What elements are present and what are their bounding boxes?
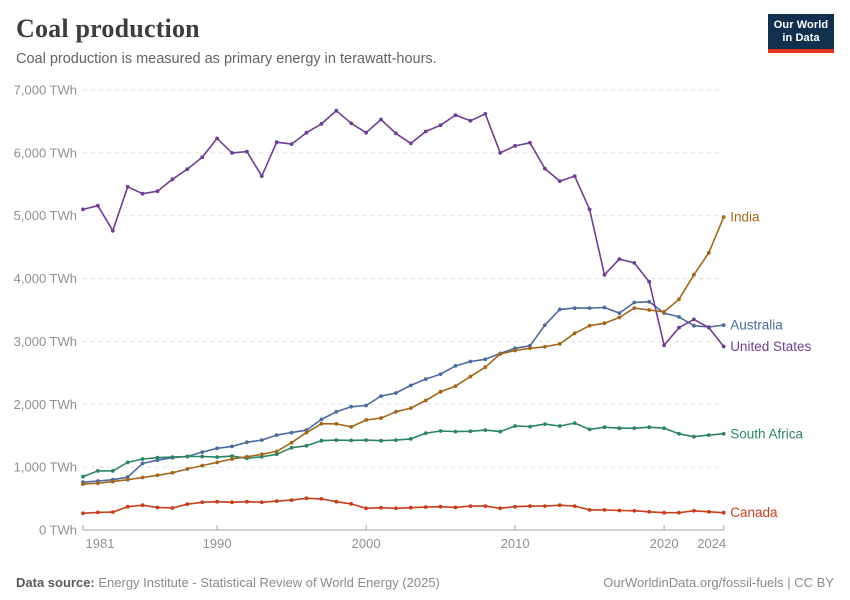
- coal-production-chart: 0 TWh 1,000 TWh 2,000 TWh 3,000 TWh 4,000 TW…: [14, 83, 812, 552]
- x-tick-label: 2000: [352, 536, 381, 551]
- data-source-text: Energy Institute - Statistical Review of…: [94, 575, 440, 590]
- x-tick-label: 1990: [203, 536, 232, 551]
- page-title: Coal production: [16, 14, 200, 43]
- chart-subtitle: Coal production is measured as primary e…: [16, 51, 437, 67]
- chart-header: Coal production Coal production is measu…: [16, 14, 716, 67]
- series-canada: Canada: [81, 496, 778, 520]
- united-states-label[interactable]: United States: [730, 339, 811, 354]
- x-tick-label: 1981: [86, 536, 115, 551]
- chart-footer: Data source: Energy Institute - Statisti…: [16, 575, 834, 590]
- canada-label[interactable]: Canada: [730, 505, 778, 520]
- x-tick-label: 2024: [697, 536, 726, 551]
- owid-logo-line2: in Data: [782, 32, 820, 44]
- x-axis: 1981 1990 2000 2010 2020 2024: [82, 525, 726, 551]
- y-tick-label: 3,000 TWh: [14, 334, 77, 349]
- india-label[interactable]: India: [730, 209, 760, 224]
- chart-area: 0 TWh 1,000 TWh 2,000 TWh 3,000 TWh 4,000 TW…: [0, 80, 850, 562]
- series-united-states: United States: [81, 108, 811, 354]
- south-africa-line[interactable]: [82, 422, 725, 478]
- y-tick-label: 0 TWh: [39, 523, 77, 538]
- y-tick-label: 5,000 TWh: [14, 208, 77, 223]
- y-tick-label: 6,000 TWh: [14, 145, 77, 160]
- australia-label[interactable]: Australia: [730, 318, 783, 333]
- south-africa-label[interactable]: South Africa: [730, 426, 803, 441]
- y-tick-label: 4,000 TWh: [14, 271, 77, 286]
- india-line[interactable]: [82, 216, 725, 485]
- data-source-label: Data source:: [16, 575, 95, 590]
- series-india: India: [81, 209, 760, 486]
- series-south-africa: South Africa: [81, 421, 803, 479]
- owid-logo-line1: Our World: [773, 19, 829, 31]
- y-tick-label: 2,000 TWh: [14, 397, 77, 412]
- united-states-line[interactable]: [82, 109, 725, 348]
- y-tick-label: 1,000 TWh: [14, 460, 77, 475]
- y-tick-label: 7,000 TWh: [14, 83, 77, 98]
- y-axis: 0 TWh 1,000 TWh 2,000 TWh 3,000 TWh 4,000 TW…: [14, 83, 724, 538]
- data-source-note: Data source: Energy Institute - Statisti…: [16, 575, 440, 590]
- australia-line[interactable]: [82, 301, 725, 484]
- owid-credit-link[interactable]: OurWorldinData.org/fossil-fuels | CC BY: [603, 575, 834, 590]
- x-tick-label: 2020: [650, 536, 679, 551]
- canada-line[interactable]: [82, 497, 725, 515]
- owid-logo[interactable]: Our World in Data: [768, 14, 834, 53]
- x-tick-label: 2010: [501, 536, 530, 551]
